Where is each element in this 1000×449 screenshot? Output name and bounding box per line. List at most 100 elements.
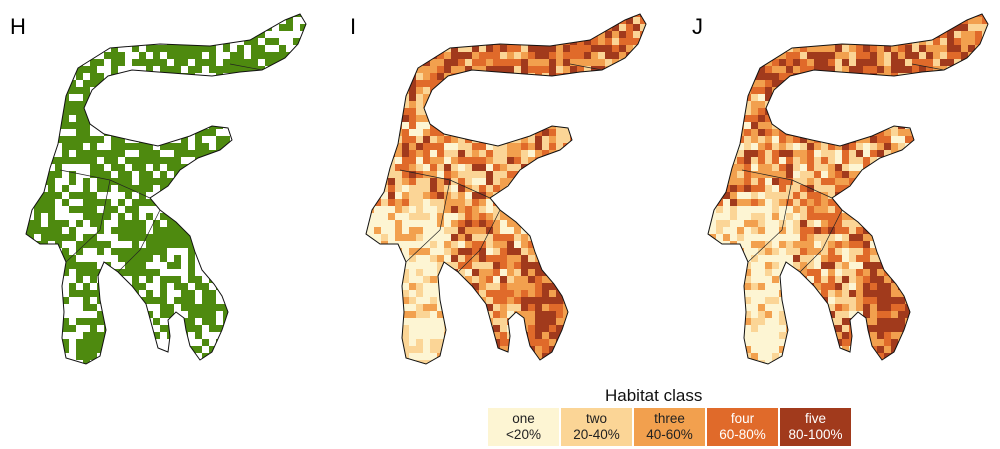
raster-cell — [437, 108, 444, 115]
raster-cell — [856, 241, 863, 248]
raster-cell — [940, 73, 947, 80]
raster-cell — [451, 17, 458, 24]
raster-cell — [230, 150, 237, 157]
raster-cell — [856, 185, 863, 192]
raster-cell — [708, 220, 709, 227]
raster-cell — [626, 24, 633, 31]
raster-cell — [730, 339, 737, 346]
raster-cell — [989, 59, 996, 66]
raster-cell — [968, 150, 975, 157]
raster-cell — [402, 311, 409, 318]
raster-cell — [919, 311, 926, 318]
raster-cell — [279, 227, 286, 234]
raster-cell — [293, 143, 300, 150]
raster-cell — [472, 234, 479, 241]
raster-cell — [153, 129, 160, 136]
raster-cell — [807, 17, 814, 24]
raster-cell — [737, 234, 744, 241]
raster-cell — [926, 185, 933, 192]
raster-cell — [458, 325, 465, 332]
raster-cell — [493, 52, 500, 59]
raster-cell — [975, 87, 982, 94]
raster-cell — [388, 192, 395, 199]
panel-label-h: H — [10, 14, 26, 39]
raster-cell — [216, 157, 223, 164]
raster-cell — [828, 192, 835, 199]
raster-cell — [975, 185, 982, 192]
raster-cell — [898, 59, 905, 66]
raster-cell — [174, 122, 181, 129]
raster-cell — [961, 192, 968, 199]
raster-cell — [989, 304, 996, 311]
raster-cell — [856, 129, 863, 136]
raster-cell — [507, 360, 514, 364]
raster-cell — [716, 220, 723, 227]
raster-cell — [626, 346, 633, 353]
raster-cell — [856, 269, 863, 276]
raster-cell — [48, 66, 55, 73]
raster-cell — [919, 339, 926, 346]
raster-cell — [237, 108, 244, 115]
raster-cell — [458, 360, 465, 364]
raster-cell — [877, 80, 884, 87]
raster-cell — [947, 17, 954, 24]
raster-cell — [793, 199, 800, 206]
raster-cell — [202, 157, 209, 164]
raster-cell — [507, 248, 514, 255]
raster-cell — [912, 220, 919, 227]
raster-cell — [465, 171, 472, 178]
raster-cell — [41, 325, 48, 332]
raster-cell — [793, 255, 800, 262]
raster-cell — [76, 14, 83, 17]
raster-cell — [800, 325, 807, 332]
raster-cell — [493, 17, 500, 24]
raster-cell — [814, 269, 821, 276]
raster-cell — [279, 248, 286, 255]
raster-cell — [612, 213, 619, 220]
raster-cell — [647, 108, 654, 115]
raster-cell — [451, 31, 458, 38]
raster-cell — [195, 143, 202, 150]
raster-cell — [416, 283, 423, 290]
map-panel-i: I — [340, 0, 673, 380]
raster-cell — [989, 80, 996, 87]
raster-cell — [814, 213, 821, 220]
raster-cell — [366, 80, 367, 87]
raster-cell — [905, 101, 912, 108]
raster-cell — [181, 199, 188, 206]
raster-cell — [912, 129, 919, 136]
raster-cell — [55, 220, 62, 227]
raster-cell — [528, 283, 535, 290]
raster-cell — [807, 115, 814, 122]
raster-cell — [472, 185, 479, 192]
raster-cell — [34, 248, 41, 255]
raster-cell — [814, 122, 821, 129]
raster-cell — [577, 213, 584, 220]
raster-cell — [556, 248, 563, 255]
raster-cell — [905, 129, 912, 136]
raster-cell — [486, 220, 493, 227]
raster-cell — [647, 255, 654, 262]
raster-cell — [584, 108, 591, 115]
raster-cell — [230, 66, 237, 73]
raster-cell — [807, 94, 814, 101]
raster-cell — [181, 178, 188, 185]
raster-cell — [835, 290, 842, 297]
raster-cell — [709, 38, 716, 45]
raster-cell — [111, 206, 118, 213]
raster-cell — [69, 52, 76, 59]
raster-cell — [800, 206, 807, 213]
raster-cell — [989, 171, 996, 178]
raster-cell — [708, 283, 709, 290]
raster-cell — [919, 192, 926, 199]
raster-cell — [884, 339, 891, 346]
raster-cell — [132, 339, 139, 346]
raster-cell — [500, 115, 507, 122]
raster-cell — [549, 129, 556, 136]
raster-cell — [877, 332, 884, 339]
raster-cell — [174, 297, 181, 304]
raster-cell — [765, 52, 772, 59]
raster-cell — [195, 52, 202, 59]
raster-cell — [416, 150, 423, 157]
raster-cell — [146, 45, 153, 52]
